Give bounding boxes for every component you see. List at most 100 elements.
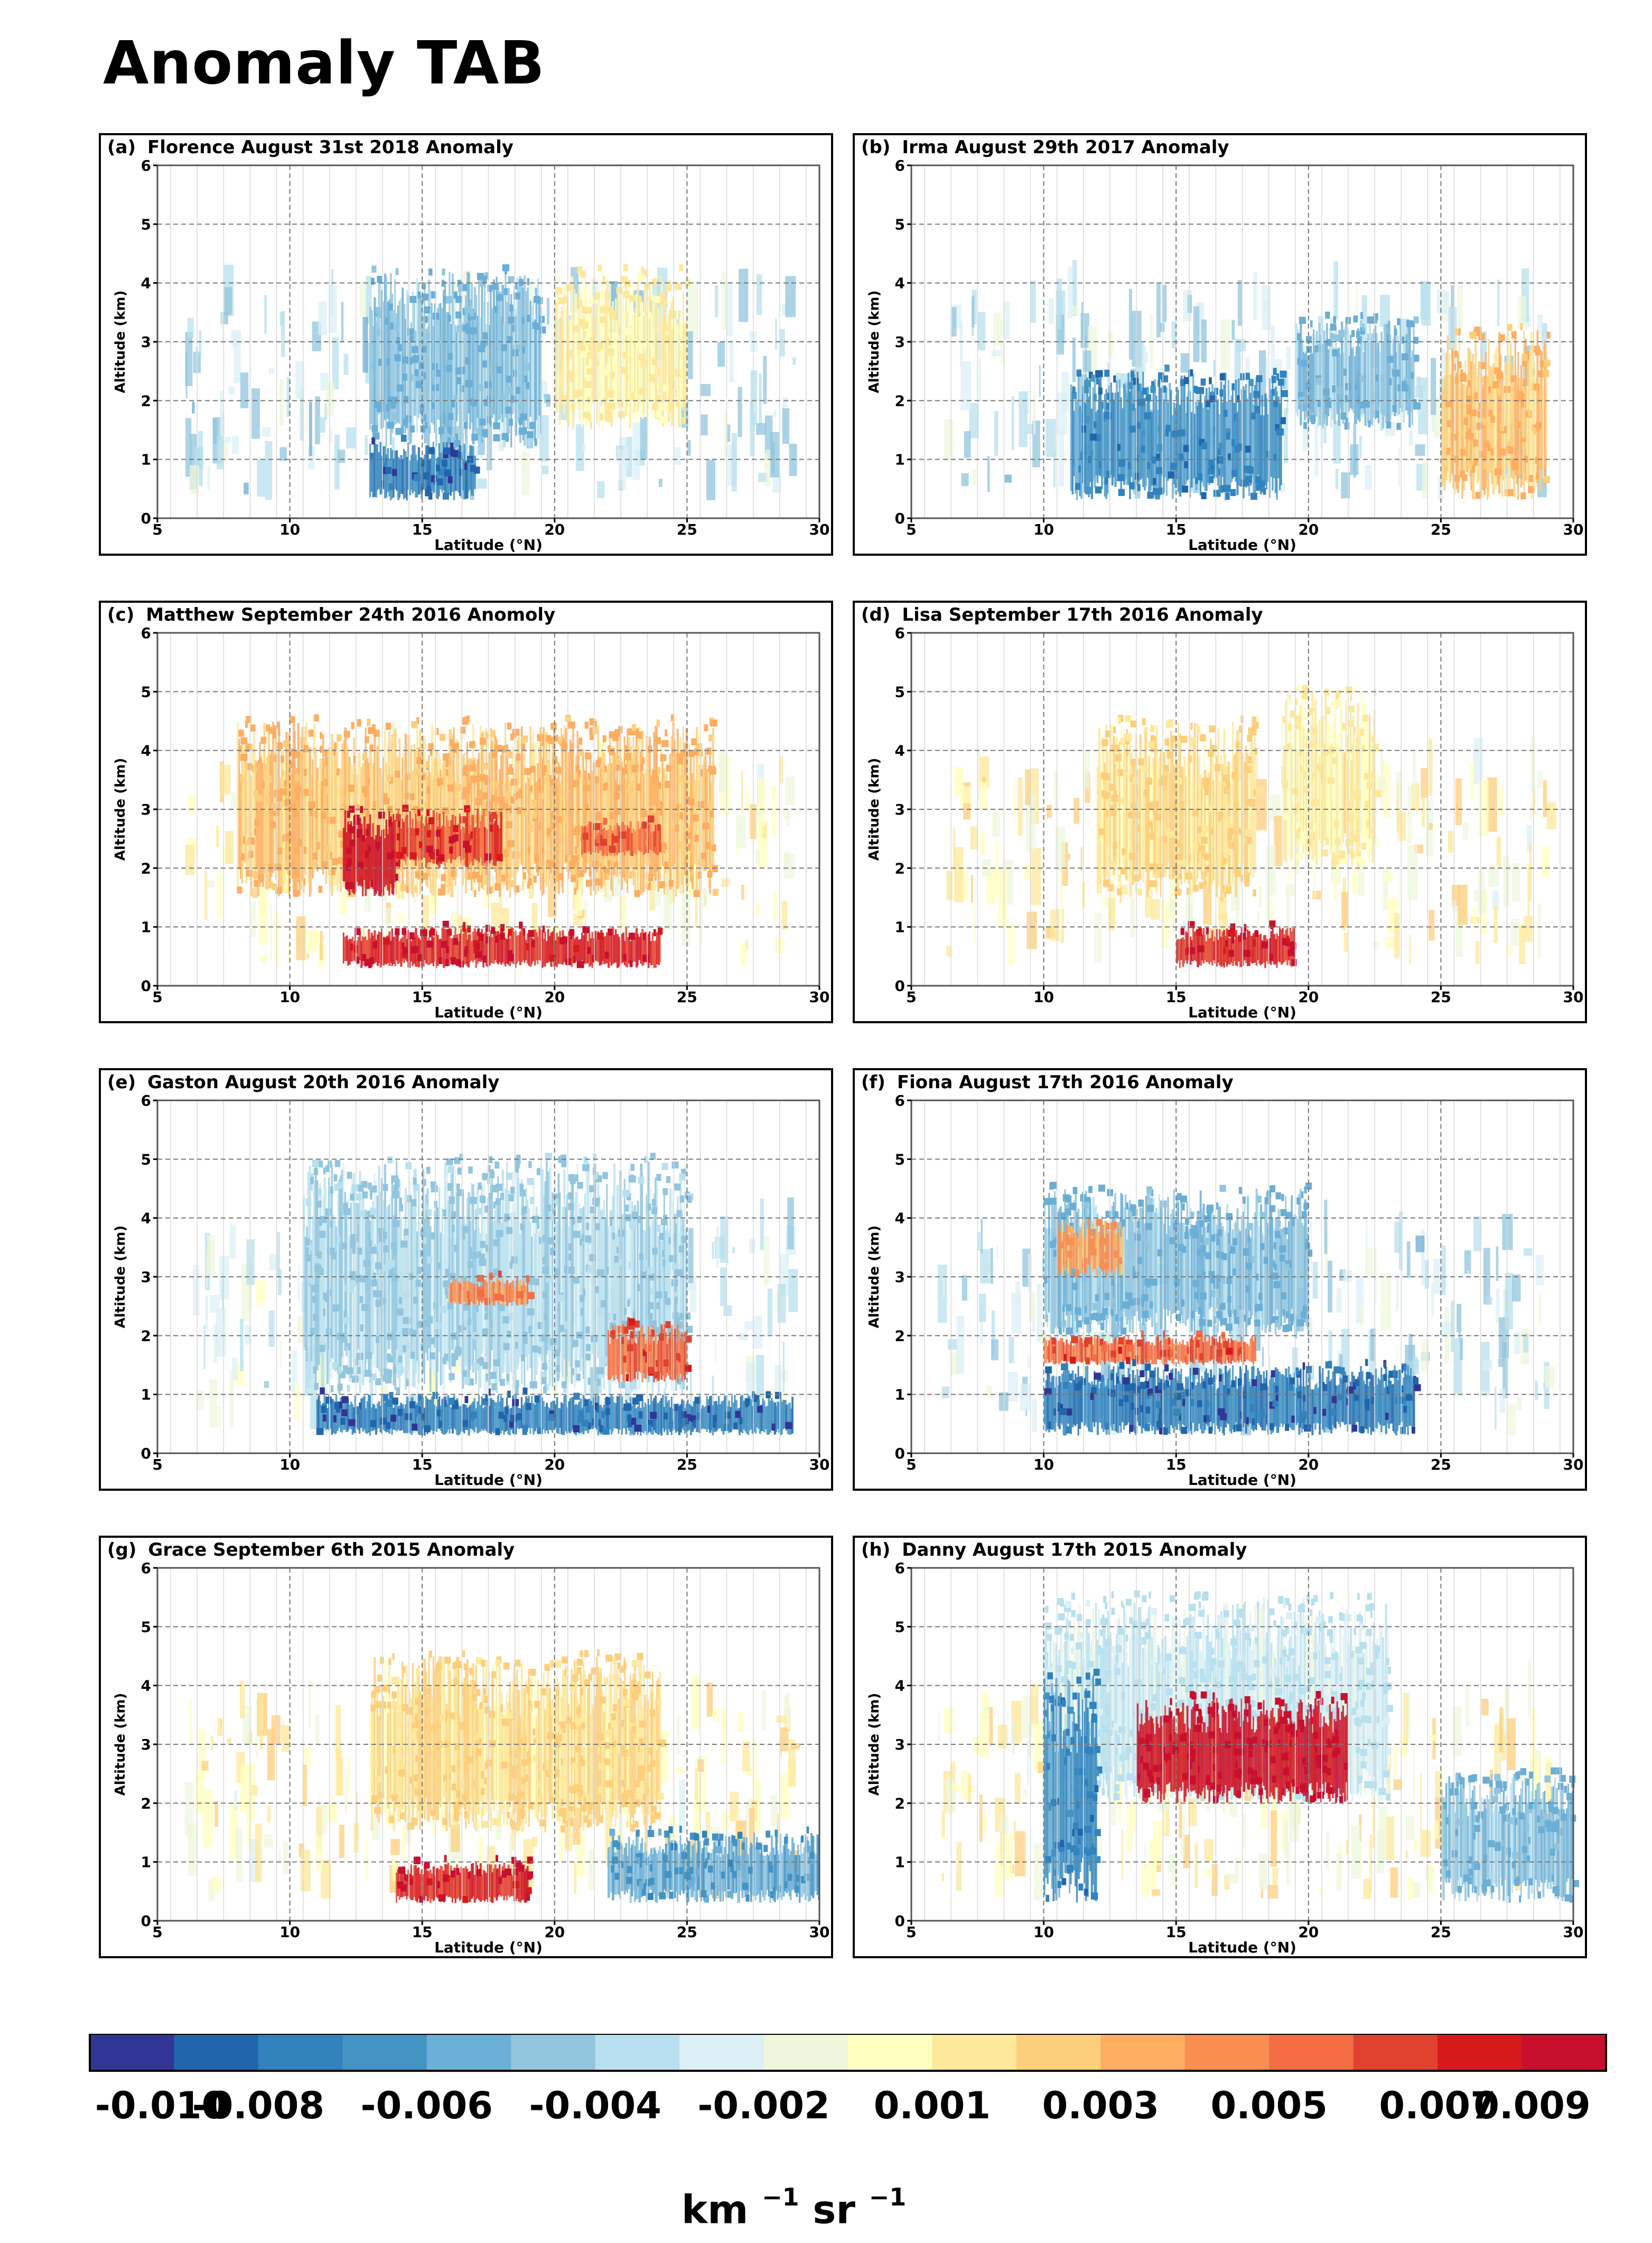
anomaly-speckle <box>1359 375 1365 382</box>
anomaly-speckle <box>361 954 367 961</box>
anomaly-region-cell <box>1071 392 1074 494</box>
anomaly-speckle <box>665 335 671 342</box>
anomaly-region-cell <box>668 315 670 423</box>
anomaly-speckle <box>659 801 664 809</box>
anomaly-region-cell <box>404 451 407 498</box>
anomaly-region-cell <box>712 728 714 868</box>
anomaly-speckle <box>410 425 415 433</box>
anomaly-region-cell <box>1101 734 1104 879</box>
anomaly-speckle <box>1180 928 1184 935</box>
anomaly-region-cell <box>239 774 242 879</box>
anomaly-speckle <box>661 298 667 305</box>
anomaly-speckle <box>657 824 660 831</box>
anomaly-cell <box>700 384 711 396</box>
anomaly-region-cell <box>372 453 374 498</box>
anomaly-cell <box>328 285 337 333</box>
anomaly-region-cell <box>1332 723 1334 859</box>
anomaly-cell <box>251 388 260 439</box>
anomaly-speckle <box>481 429 489 436</box>
anomaly-speckle <box>353 815 360 822</box>
anomaly-region-cell <box>1192 373 1194 479</box>
anomaly-region-cell <box>1501 370 1503 497</box>
anomaly-region-cell <box>1315 724 1318 865</box>
anomaly-cell <box>731 433 737 492</box>
anomaly-cell <box>1314 855 1316 898</box>
anomaly-region-cell <box>379 442 382 495</box>
anomaly-region-cell <box>696 727 698 894</box>
anomaly-region-cell <box>550 782 553 874</box>
anomaly-speckle <box>1253 939 1256 947</box>
anomaly-region-cell <box>614 1233 617 1368</box>
anomaly-region-cell <box>585 928 587 964</box>
anomaly-cell <box>1285 884 1296 896</box>
anomaly-region-cell <box>685 1228 687 1350</box>
anomaly-speckle <box>1366 820 1369 828</box>
anomaly-speckle <box>423 372 426 380</box>
anomaly-speckle <box>450 739 454 746</box>
anomaly-cell <box>745 790 750 810</box>
anomaly-cell <box>1094 912 1102 962</box>
anomaly-region-cell <box>1154 379 1156 496</box>
anomaly-region-cell <box>632 314 635 418</box>
anomaly-speckle <box>1338 851 1346 858</box>
anomaly-speckle <box>435 464 440 472</box>
anomaly-region-cell <box>1202 737 1205 872</box>
anomaly-region-cell <box>397 933 399 964</box>
anomaly-region-cell <box>1339 704 1342 868</box>
anomaly-speckle <box>1151 745 1156 753</box>
anomaly-region-cell <box>463 929 465 965</box>
anomaly-speckle <box>587 947 591 954</box>
anomaly-speckle <box>1296 685 1300 693</box>
anomaly-region-cell <box>628 737 630 877</box>
anomaly-region-cell <box>400 1217 402 1377</box>
anomaly-cell <box>1057 392 1067 435</box>
anomaly-speckle <box>1148 820 1153 828</box>
anomaly-region-cell <box>1352 347 1355 413</box>
anomaly-speckle <box>1224 787 1228 794</box>
anomaly-speckle <box>1125 715 1131 723</box>
anomaly-speckle <box>574 887 576 895</box>
anomaly-speckle <box>438 888 445 896</box>
anomaly-region-cell <box>496 276 498 426</box>
anomaly-region-cell <box>458 823 460 857</box>
anomaly-speckle <box>1249 379 1254 386</box>
anomaly-region-cell <box>573 772 576 876</box>
anomaly-region-cell <box>431 818 434 859</box>
anomaly-speckle <box>277 722 280 729</box>
anomaly-region-cell <box>406 1237 408 1384</box>
anomaly-speckle <box>491 811 497 819</box>
anomaly-speckle <box>1198 927 1202 934</box>
anomaly-cell <box>207 465 210 490</box>
anomaly-speckle <box>1180 379 1186 386</box>
anomaly-region-cell <box>428 279 430 448</box>
anomaly-speckle <box>573 390 580 398</box>
anomaly-speckle <box>670 714 675 722</box>
anomaly-cell <box>1171 321 1177 349</box>
anomaly-region-cell <box>1240 927 1243 967</box>
anomaly-speckle <box>590 421 592 429</box>
anomaly-speckle <box>534 854 539 862</box>
anomaly-region-cell <box>623 1179 626 1360</box>
anomaly-speckle <box>463 716 467 724</box>
anomaly-speckle <box>386 404 390 412</box>
anomaly-speckle <box>1247 466 1254 474</box>
anomaly-speckle <box>462 787 470 795</box>
anomaly-speckle <box>596 359 600 366</box>
anomaly-region-cell <box>1301 339 1303 412</box>
anomaly-region-cell <box>1274 386 1277 493</box>
anomaly-speckle <box>620 325 623 332</box>
anomaly-cell <box>1441 348 1445 375</box>
anomaly-speckle <box>396 833 400 840</box>
anomaly-region-cell <box>481 929 483 960</box>
anomaly-cell <box>221 764 231 795</box>
anomaly-region-cell <box>382 937 385 966</box>
anomaly-speckle <box>458 452 463 459</box>
anomaly-cell <box>1421 768 1428 798</box>
anomaly-region-cell <box>1398 343 1401 415</box>
anomaly-region-cell <box>459 933 461 962</box>
y-tick-label: 0 <box>895 510 905 527</box>
anomaly-region-cell <box>1354 732 1357 835</box>
anomaly-speckle <box>1245 880 1249 887</box>
anomaly-speckle <box>1162 835 1167 843</box>
anomaly-speckle <box>482 774 489 782</box>
